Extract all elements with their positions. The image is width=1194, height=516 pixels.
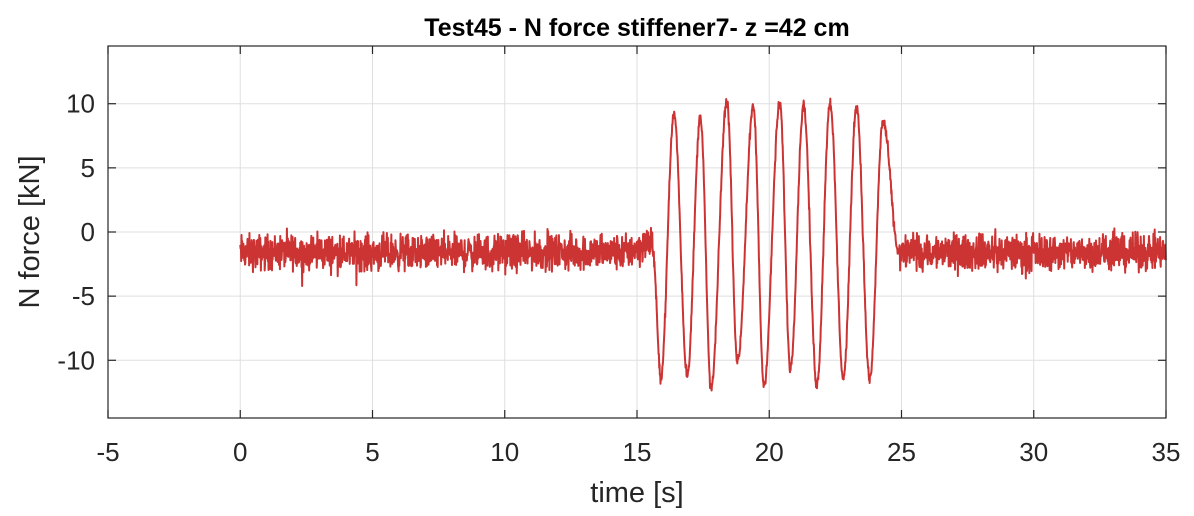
x-tick-label: 35 (1152, 437, 1181, 467)
x-tick-label: 25 (887, 437, 916, 467)
y-tick-label: -5 (72, 281, 95, 311)
x-tick-label: -5 (96, 437, 119, 467)
x-tick-label: 20 (755, 437, 784, 467)
x-tick-label: 30 (1019, 437, 1048, 467)
y-tick-label: -10 (57, 345, 95, 375)
tick-layer: -5 0 5 10 15 20 25 30 35 -10 -5 0 5 10 (57, 46, 1180, 467)
x-axis-label: time [s] (590, 477, 683, 509)
y-tick-label: 5 (81, 153, 95, 183)
chart-title: Test45 - N force stiffener7- z =42 cm (424, 14, 849, 42)
x-tick-label: 5 (365, 437, 379, 467)
grid-layer (108, 46, 1166, 418)
signal-layer (239, 97, 1167, 392)
signal-line (239, 97, 1167, 392)
y-tick-label: 0 (81, 217, 95, 247)
x-tick-label: 15 (623, 437, 652, 467)
y-tick-label: 10 (66, 89, 95, 119)
y-axis-label: N force [kN] (14, 155, 46, 308)
x-tick-label: 0 (233, 437, 247, 467)
x-tick-label: 10 (490, 437, 519, 467)
